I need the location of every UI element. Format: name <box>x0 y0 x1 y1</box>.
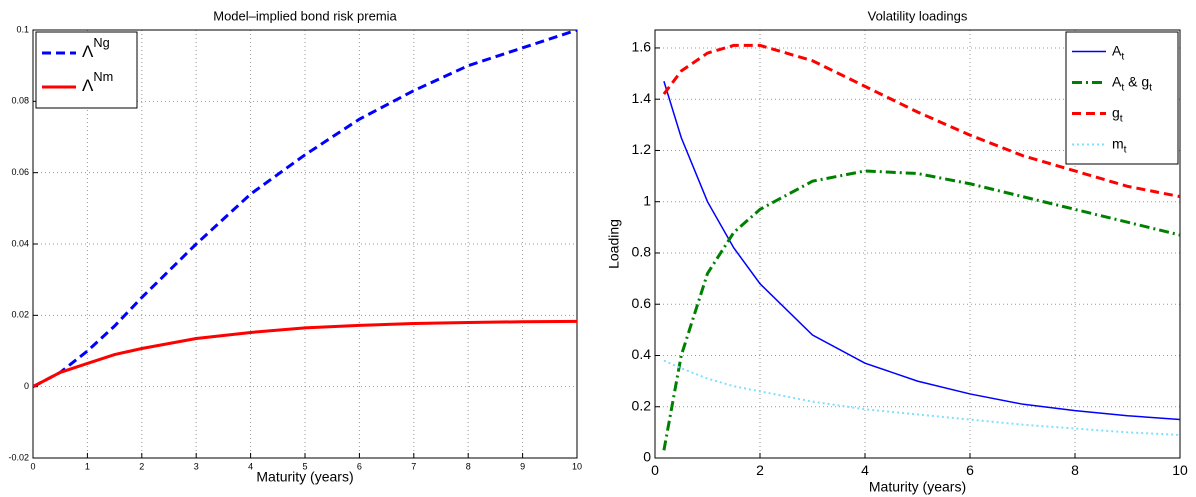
chart-title: Model–implied bond risk premia <box>213 8 397 23</box>
plot-frame <box>32 29 578 459</box>
legend-text: A <box>1112 42 1122 58</box>
series-group <box>662 43 1180 451</box>
series-group <box>33 30 577 388</box>
legend-text: m <box>1112 135 1124 151</box>
x-tick-label: 2 <box>756 462 764 478</box>
chart-title: Volatility loadings <box>868 8 968 23</box>
legend-subscript: t <box>1121 50 1124 62</box>
y-tick-label: 0.1 <box>16 24 29 34</box>
y-tick-label: 0 <box>24 381 29 391</box>
y-tick-label: 1.6 <box>632 39 652 55</box>
x-tick-label: 4 <box>861 462 869 478</box>
series-line <box>663 81 1180 421</box>
y-tick-label: 1.2 <box>632 141 652 157</box>
legend-label: ΛNm <box>82 69 113 95</box>
legend-label: gt <box>1112 104 1123 124</box>
x-tick-label: 6 <box>357 462 362 472</box>
y-tick-label: 0.02 <box>11 310 29 320</box>
y-tick-label: 0.2 <box>632 397 652 413</box>
legend-box <box>1065 31 1179 165</box>
y-tick-label: -0.02 <box>8 452 29 462</box>
y-tick-label: 0.8 <box>632 244 652 260</box>
legend-text: A <box>1112 73 1122 89</box>
x-tick-label: 8 <box>466 462 471 472</box>
y-axis-label: Loading <box>606 219 622 269</box>
x-tick-label: 7 <box>411 462 416 472</box>
x-tick-label: 3 <box>194 462 199 472</box>
legend-superscript: Ng <box>93 35 109 50</box>
x-tick-label: 6 <box>966 462 974 478</box>
legend-text: & g <box>1124 73 1149 89</box>
x-tick-label: 8 <box>1071 462 1079 478</box>
legend-text: Λ <box>82 76 94 95</box>
x-tick-label: 10 <box>1172 462 1188 478</box>
x-tick-label: 9 <box>520 462 525 472</box>
legend-subscript: t <box>1124 143 1127 155</box>
x-tick-label: 4 <box>248 462 253 472</box>
y-tick-label: 0.04 <box>11 238 29 248</box>
series-line <box>33 319 577 388</box>
x-axis-label: Maturity (years) <box>869 479 966 495</box>
legend-subscript: t <box>1120 112 1123 124</box>
x-tick-label: 10 <box>572 462 582 472</box>
y-tick-label: 1.4 <box>632 90 652 106</box>
legend-box <box>35 31 138 109</box>
series-line <box>662 169 1180 451</box>
x-tick-label: 1 <box>85 462 90 472</box>
legend-subscript: t <box>1121 81 1124 93</box>
legend-label: ΛNg <box>82 35 110 61</box>
legend-subscript: t <box>1149 81 1152 93</box>
legend-label: mt <box>1112 135 1127 155</box>
legend-text: Λ <box>82 42 94 61</box>
y-tick-label: 0.4 <box>632 346 652 362</box>
legend-superscript: Nm <box>93 69 113 84</box>
x-axis-label: Maturity (years) <box>256 469 353 485</box>
y-tick-label: 1 <box>643 192 651 208</box>
y-tick-label: 0.6 <box>632 295 652 311</box>
x-tick-label: 0 <box>30 462 35 472</box>
plot-frame <box>654 29 1181 459</box>
legend-text: g <box>1112 104 1120 120</box>
x-tick-label: 5 <box>302 462 307 472</box>
x-tick-label: 0 <box>651 462 659 478</box>
x-tick-label: 2 <box>139 462 144 472</box>
y-tick-label: 0.08 <box>11 96 29 106</box>
y-tick-label: 0.06 <box>11 167 29 177</box>
series-line <box>662 43 1180 199</box>
legend-label: At & gt <box>1112 73 1152 93</box>
y-tick-label: 0 <box>643 449 651 465</box>
legend-label: At <box>1112 42 1124 62</box>
